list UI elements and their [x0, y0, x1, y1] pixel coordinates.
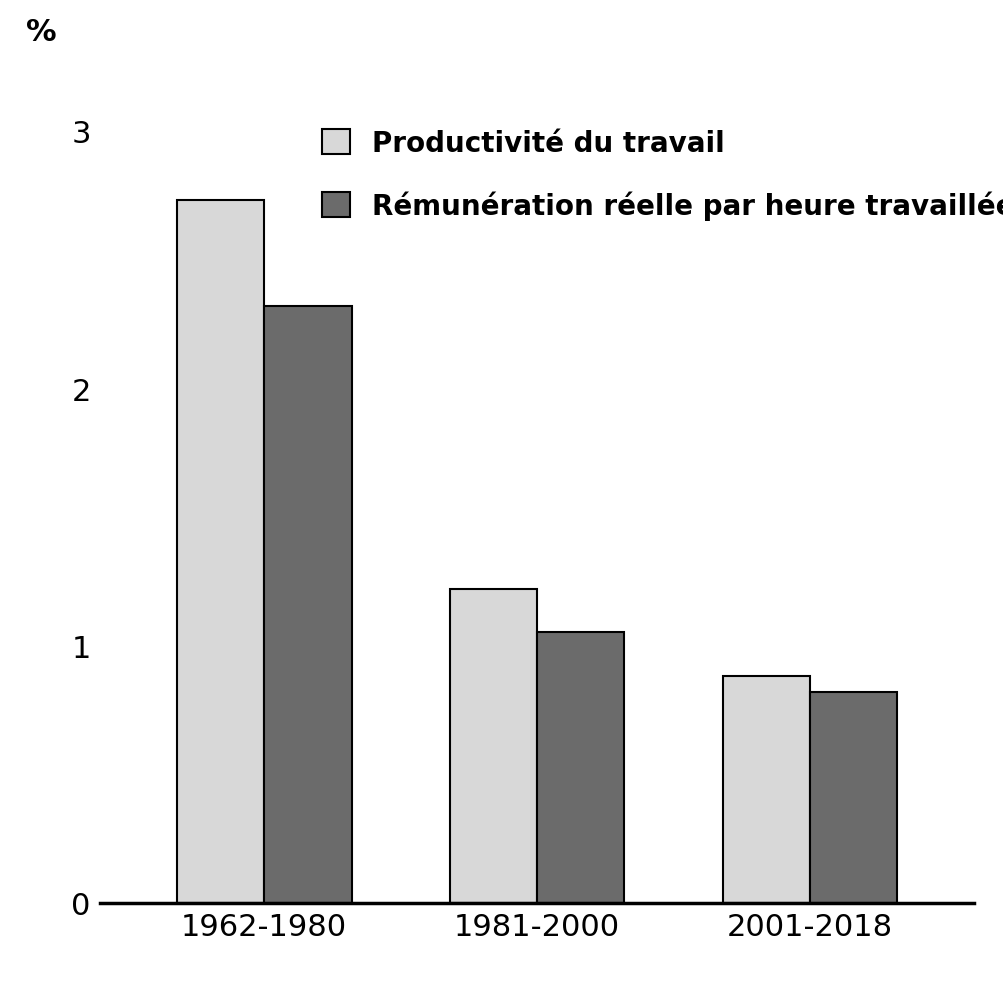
Bar	[177, 201, 264, 903]
Bar	[809, 692, 897, 903]
Bar	[722, 676, 809, 903]
Bar	[449, 589, 537, 903]
Text: %: %	[26, 18, 57, 47]
Bar	[537, 633, 624, 903]
Bar	[264, 307, 351, 903]
Legend: Productivité du travail, Rémunération réelle par heure travaillée: Productivité du travail, Rémunération ré…	[311, 118, 1003, 232]
